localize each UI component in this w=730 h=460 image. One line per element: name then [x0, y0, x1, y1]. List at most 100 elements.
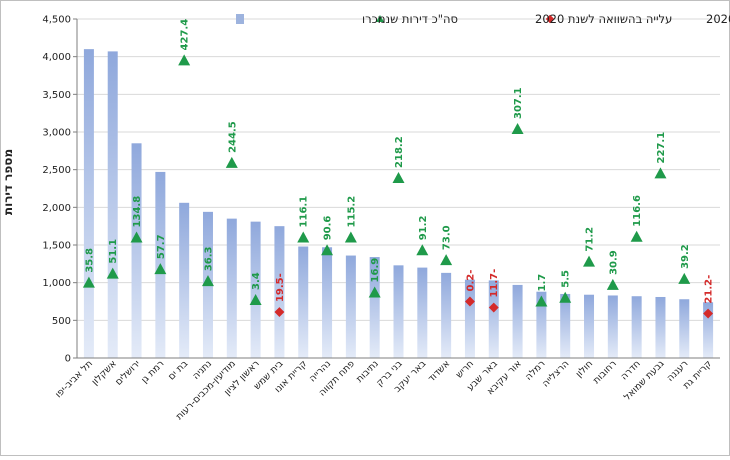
legend-fall-label: ירידה בהשוואה לשנת 2020 — [706, 12, 730, 26]
change-label: 116.6 — [632, 195, 643, 227]
rise-marker — [392, 171, 405, 183]
rise-marker — [321, 244, 334, 256]
change-label: 0.2- — [465, 270, 476, 292]
y-tick-label: 2,500 — [42, 165, 71, 176]
bar — [703, 302, 714, 358]
rise-marker — [82, 276, 95, 288]
change-label: 244.5 — [227, 121, 238, 153]
change-label: 1.7 — [537, 274, 548, 292]
bar — [393, 265, 404, 358]
legend-sales-bar-icon — [236, 14, 244, 24]
change-label: 5.5 — [561, 270, 572, 288]
fall-marker — [488, 302, 499, 313]
rise-marker — [201, 275, 214, 287]
rise-marker — [249, 293, 262, 305]
rise-marker — [678, 272, 691, 284]
change-markers — [82, 54, 714, 319]
bar — [464, 279, 475, 358]
y-tick-label: 2,000 — [42, 203, 71, 214]
rise-marker — [368, 286, 381, 298]
fall-marker — [703, 308, 714, 319]
rise-marker — [630, 230, 643, 242]
bar — [488, 280, 499, 358]
bar — [369, 257, 380, 358]
legend: ירידה בהשוואה לשנת 2020 עלייה בהשוואה לש… — [236, 12, 730, 26]
change-label: 116.1 — [299, 196, 310, 228]
rise-marker — [130, 231, 143, 243]
change-label: 57.7 — [156, 234, 167, 259]
change-label: 307.1 — [513, 87, 524, 119]
bar — [226, 218, 237, 358]
fall-marker — [464, 296, 475, 307]
change-label: 21.2- — [704, 275, 715, 304]
bar — [274, 226, 285, 358]
rise-marker — [225, 156, 238, 168]
rise-marker — [106, 267, 119, 279]
change-label: 51.1 — [108, 239, 119, 264]
y-tick-label: 3,000 — [42, 128, 71, 139]
fall-marker — [274, 307, 285, 317]
axes — [76, 19, 720, 359]
bar — [607, 295, 618, 358]
change-label: 11.7- — [489, 269, 500, 298]
y-axis-label: מספר דירות — [1, 149, 15, 215]
bar — [441, 272, 452, 358]
change-label: 91.2 — [418, 216, 429, 241]
bar — [560, 293, 571, 358]
y-tick-label: 0 — [65, 354, 71, 365]
bar — [584, 294, 595, 358]
change-label: 427.4 — [180, 19, 191, 51]
bar — [131, 143, 142, 358]
change-label: 115.2 — [346, 196, 357, 228]
legend-sales-label: סה"כ דירות שנמכרו — [362, 12, 458, 26]
rise-marker — [416, 244, 429, 256]
y-tick-label: 1,000 — [42, 278, 71, 289]
bar — [536, 291, 547, 358]
change-labels: 35.8 51.1 134.8 57.7 427.4 36.3 244.5 3.4 19.5- 1… — [84, 19, 714, 304]
change-label: 71.2 — [585, 227, 596, 252]
change-label: 39.2 — [680, 244, 691, 269]
change-label: 134.8 — [132, 196, 143, 228]
legend-rise-triangle-icon — [376, 15, 384, 22]
bar — [679, 299, 690, 358]
bar — [179, 202, 190, 358]
y-tick-label: 4,500 — [42, 15, 71, 26]
rise-marker — [559, 291, 572, 303]
bar — [322, 247, 333, 358]
change-label: 218.2 — [394, 136, 405, 168]
rise-marker — [440, 254, 453, 266]
y-tick-labels: 0 500 1,000 1,500 2,000 2,500 3,000 3,500 4,000 4… — [42, 15, 71, 365]
y-tick-label: 3,500 — [42, 90, 71, 101]
change-label: 16.9 — [370, 258, 381, 283]
change-label: 227.1 — [656, 132, 667, 164]
rise-marker — [654, 167, 667, 179]
bar — [83, 49, 94, 359]
bar — [417, 267, 428, 358]
change-label: 90.6 — [323, 216, 334, 241]
rise-marker — [606, 278, 619, 290]
y-tick-label: 500 — [52, 316, 71, 327]
legend-item-sales: סה"כ דירות שנמכרו — [236, 12, 458, 26]
rise-marker — [178, 54, 191, 66]
change-label: 35.8 — [84, 248, 95, 273]
legend-rise-label: עלייה בהשוואה לשנת 2020 — [535, 12, 672, 26]
legend-item-rise: עלייה בהשוואה לשנת 2020 — [376, 12, 672, 26]
rise-marker — [535, 295, 548, 307]
rise-marker — [583, 255, 596, 267]
change-label: 19.5- — [275, 273, 286, 302]
change-label: 30.9 — [608, 250, 619, 275]
change-label: 3.4 — [251, 272, 262, 290]
bar — [250, 221, 261, 358]
y-tick-label: 4,000 — [42, 52, 71, 63]
rise-marker — [154, 263, 167, 275]
bar — [631, 296, 642, 358]
rise-marker — [344, 231, 357, 243]
bar — [345, 255, 356, 358]
change-label: 36.3 — [203, 246, 214, 271]
y-tick-label: 1,500 — [42, 241, 71, 252]
rise-marker — [511, 122, 524, 134]
rise-marker — [297, 231, 310, 243]
